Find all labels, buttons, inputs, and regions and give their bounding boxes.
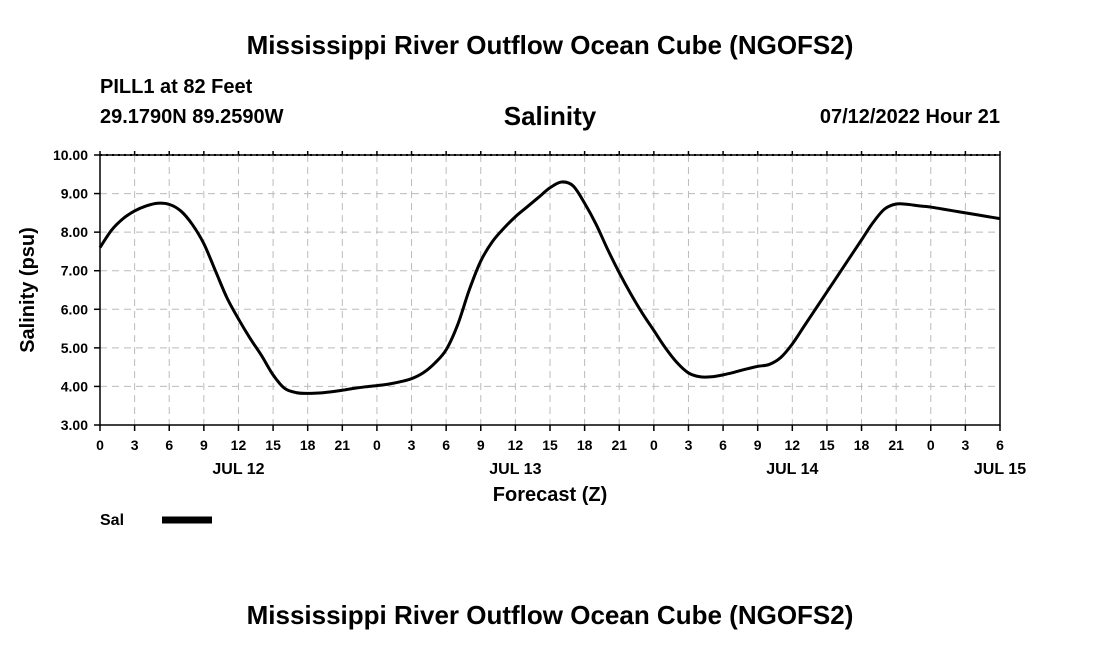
y-tick-label: 10.00 [53, 147, 88, 163]
y-tick-label: 9.00 [61, 186, 88, 202]
x-tick-label: 21 [335, 437, 351, 453]
legend-label: Sal [100, 512, 124, 529]
y-axis-label: Salinity (psu) [17, 227, 39, 353]
line-layer [98, 180, 1001, 395]
x-tick-label: 18 [300, 437, 316, 453]
x-tick-label: 0 [96, 437, 104, 453]
y-tick-label: 4.00 [61, 378, 88, 394]
legend[interactable]: Sal [100, 512, 212, 529]
x-axis-label: Forecast (Z) [493, 484, 607, 506]
forecast-datetime: 07/12/2022 Hour 21 [819, 106, 1000, 128]
date-label: JUL 13 [489, 461, 541, 478]
grid-layer [100, 154, 1000, 425]
x-tick-label: 12 [785, 437, 801, 453]
x-tick-label: 9 [477, 437, 485, 453]
x-tick-label: 9 [200, 437, 208, 453]
x-tick-label: 6 [165, 437, 173, 453]
y-tick-label: 7.00 [61, 263, 88, 279]
x-tick-label: 3 [961, 437, 969, 453]
x-tick-label: 18 [854, 437, 870, 453]
date-label: JUL 15 [974, 461, 1026, 478]
y-tick-label: 5.00 [61, 340, 88, 356]
x-tick-label: 6 [996, 437, 1004, 453]
plot-frame [99, 154, 1001, 426]
y-tick-label: 3.00 [61, 417, 88, 433]
x-tick-label: 6 [719, 437, 727, 453]
x-tick-label: 3 [685, 437, 693, 453]
station-name: PILL1 at 82 Feet [100, 76, 253, 98]
x-tick-label: 15 [819, 437, 835, 453]
x-tick-label: 6 [442, 437, 450, 453]
date-label: JUL 14 [766, 461, 818, 478]
x-tick-label: 18 [577, 437, 593, 453]
series-line-sal [98, 180, 1001, 395]
x-tick-label: 0 [650, 437, 658, 453]
x-tick-label: 0 [373, 437, 381, 453]
x-tick-label: 3 [408, 437, 416, 453]
date-label: JUL 12 [212, 461, 264, 478]
station-coordinates: 29.1790N 89.2590W [100, 106, 284, 128]
x-tick-label: 21 [611, 437, 627, 453]
main-title: Mississippi River Outflow Ocean Cube (NG… [246, 30, 854, 60]
x-tick-label: 9 [754, 437, 762, 453]
x-tick-label: 0 [927, 437, 935, 453]
y-tick-label: 6.00 [61, 301, 88, 317]
tick-layer: 3.00 4.00 5.00 6.00 7.00 8.00 9.00 10.00 0 3 6 9 12 1… [53, 147, 1026, 478]
footer-title: Mississippi River Outflow Ocean Cube (NG… [246, 600, 854, 630]
x-tick-label: 15 [265, 437, 281, 453]
x-tick-label: 12 [231, 437, 247, 453]
x-tick-label: 3 [131, 437, 139, 453]
y-tick-label: 8.00 [61, 224, 88, 240]
x-tick-label: 15 [542, 437, 558, 453]
x-tick-label: 21 [888, 437, 904, 453]
chart-title: Salinity [503, 101, 597, 131]
x-tick-label: 12 [508, 437, 524, 453]
